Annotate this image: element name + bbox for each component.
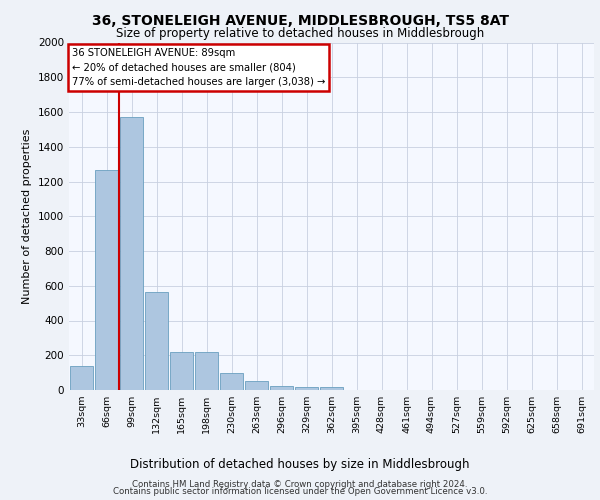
- Y-axis label: Number of detached properties: Number of detached properties: [22, 128, 32, 304]
- Bar: [270, 386, 293, 390]
- Bar: [195, 352, 218, 390]
- Bar: [120, 117, 143, 390]
- Bar: [70, 366, 93, 390]
- Bar: [220, 374, 243, 390]
- Bar: [245, 382, 268, 390]
- Text: 36, STONELEIGH AVENUE, MIDDLESBROUGH, TS5 8AT: 36, STONELEIGH AVENUE, MIDDLESBROUGH, TS…: [91, 14, 509, 28]
- Text: Contains public sector information licensed under the Open Government Licence v3: Contains public sector information licen…: [113, 487, 487, 496]
- Bar: [170, 352, 193, 390]
- Bar: [320, 388, 343, 390]
- Bar: [295, 388, 318, 390]
- Text: 36 STONELEIGH AVENUE: 89sqm
← 20% of detached houses are smaller (804)
77% of se: 36 STONELEIGH AVENUE: 89sqm ← 20% of det…: [71, 48, 325, 88]
- Text: Contains HM Land Registry data © Crown copyright and database right 2024.: Contains HM Land Registry data © Crown c…: [132, 480, 468, 489]
- Bar: [145, 292, 168, 390]
- Text: Size of property relative to detached houses in Middlesbrough: Size of property relative to detached ho…: [116, 28, 484, 40]
- Text: Distribution of detached houses by size in Middlesbrough: Distribution of detached houses by size …: [130, 458, 470, 471]
- Bar: [95, 170, 118, 390]
